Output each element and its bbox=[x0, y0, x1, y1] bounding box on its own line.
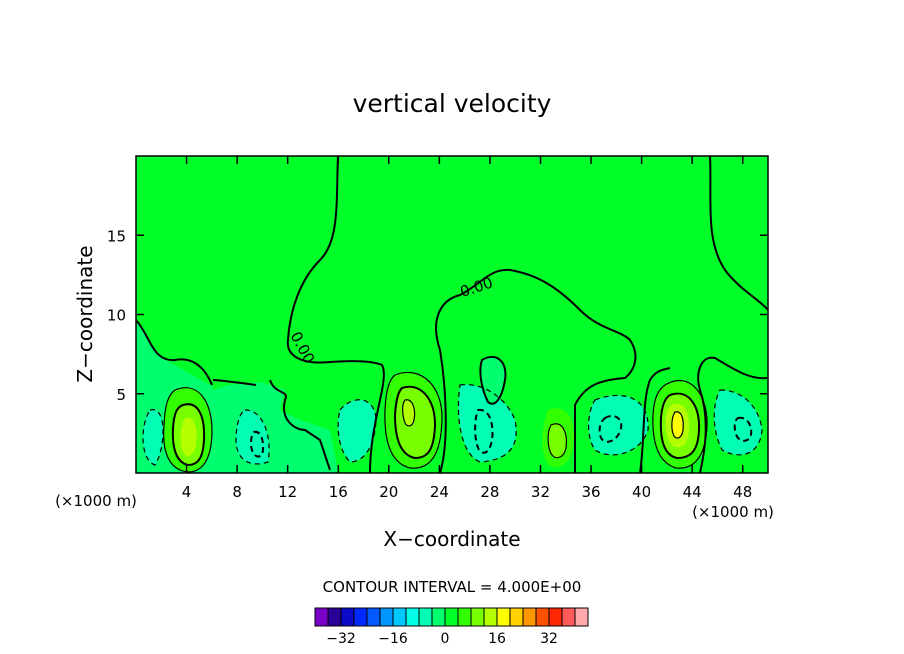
x-tick-label: 12 bbox=[278, 483, 297, 501]
colorbar-swatch bbox=[340, 607, 355, 627]
y-axis-label: Z−coordinate bbox=[73, 245, 97, 382]
updraft-1-contour-outer bbox=[163, 387, 213, 473]
x-tick-label: 32 bbox=[531, 483, 550, 501]
zero-contour-middle bbox=[435, 268, 637, 473]
y-tick-label: 5 bbox=[116, 386, 126, 404]
zero-contour-left bbox=[136, 319, 331, 471]
zero-contour-upper bbox=[286, 156, 385, 473]
chart-title: vertical velocity bbox=[353, 89, 552, 118]
colorbar-labels: −32 −16 0 16 32 bbox=[326, 631, 558, 647]
updraft-1-core bbox=[180, 417, 197, 457]
colorbar-swatch bbox=[535, 607, 550, 627]
colorbar-swatch bbox=[314, 607, 329, 627]
x-unit-label-right: (×1000 m) bbox=[692, 503, 774, 521]
downdraft-region-7 bbox=[480, 356, 506, 404]
updraft-4-core bbox=[548, 423, 567, 458]
colorbar-swatch bbox=[483, 607, 498, 627]
downdraft-region-6 bbox=[338, 399, 376, 462]
downdraft-5-core-contour bbox=[733, 416, 753, 442]
colorbar-swatch bbox=[366, 607, 381, 627]
y-tick-label: 10 bbox=[107, 307, 126, 325]
colorbar-swatch bbox=[522, 607, 537, 627]
downdraft-1-contour bbox=[142, 409, 164, 466]
zero-contour-right-lower bbox=[639, 367, 671, 473]
colorbar-swatch bbox=[509, 607, 524, 627]
colorbar-tick-label: −32 bbox=[326, 631, 356, 647]
colorbar-swatch bbox=[496, 607, 511, 627]
x-tick-label: 44 bbox=[683, 483, 702, 501]
updraft-3-contour-core bbox=[671, 411, 684, 439]
colorbar-swatch bbox=[444, 607, 459, 627]
colorbar-swatch bbox=[574, 607, 589, 627]
colorbar-swatch bbox=[418, 607, 433, 627]
contour-interval-text: CONTOUR INTERVAL = 4.000E+00 bbox=[323, 578, 582, 596]
colorbar-swatch bbox=[431, 607, 446, 627]
x-tick-label: 8 bbox=[232, 483, 242, 501]
x-unit-label-left: (×1000 m) bbox=[55, 492, 137, 510]
colorbar bbox=[314, 607, 589, 627]
x-tick-label: 16 bbox=[329, 483, 348, 501]
updraft-2-core bbox=[402, 399, 415, 426]
downdraft-region-3 bbox=[458, 384, 517, 462]
colorbar-tick-label: 32 bbox=[540, 631, 558, 647]
y-tick-label: 15 bbox=[107, 227, 126, 245]
downdraft-4-contour bbox=[588, 394, 649, 456]
updraft-3-contour-outer bbox=[652, 379, 708, 469]
colorbar-swatch bbox=[392, 607, 407, 627]
x-tick-label: 28 bbox=[480, 483, 499, 501]
updraft-2-contour-core bbox=[402, 399, 416, 427]
downdraft-region-1 bbox=[143, 409, 164, 465]
colorbar-tick-label: −16 bbox=[378, 631, 408, 647]
x-tick-label: 20 bbox=[379, 483, 398, 501]
downdraft-4-core-contour bbox=[598, 414, 623, 443]
x-tick-label: 4 bbox=[182, 483, 192, 501]
x-tick-label: 40 bbox=[632, 483, 651, 501]
colorbar-tick-label: 16 bbox=[488, 631, 506, 647]
colorbar-swatch bbox=[379, 607, 394, 627]
updraft-2-contour-outer bbox=[384, 371, 443, 469]
colorbar-swatch bbox=[470, 607, 485, 627]
colorbar-swatch bbox=[561, 607, 576, 627]
x-axis-label: X−coordinate bbox=[383, 527, 520, 551]
small-cell-contour bbox=[479, 355, 507, 405]
downdraft-3-contour bbox=[457, 383, 517, 463]
contour-field bbox=[136, 156, 768, 473]
x-axis-ticks: 4 8 12 16 20 24 28 32 36 40 44 48 bbox=[182, 156, 752, 501]
x-tick-label: 36 bbox=[581, 483, 600, 501]
x-tick-label: 24 bbox=[430, 483, 449, 501]
downdraft-5-contour bbox=[713, 389, 763, 456]
updraft-3-contour-mid bbox=[659, 392, 701, 460]
colorbar-swatch bbox=[353, 607, 368, 627]
downdraft-2-core-contour bbox=[249, 430, 265, 458]
colorbar-tick-label: 0 bbox=[441, 631, 450, 647]
colorbar-swatch bbox=[457, 607, 472, 627]
updraft-1-contour-mid bbox=[171, 403, 206, 467]
downdraft-region-5 bbox=[714, 390, 762, 455]
updraft-3-core bbox=[671, 411, 684, 438]
y-axis-ticks: 5 10 15 bbox=[107, 227, 768, 404]
colorbar-swatch bbox=[548, 607, 563, 627]
x-tick-label: 48 bbox=[733, 483, 752, 501]
colorbar-swatch bbox=[327, 607, 342, 627]
updraft-2-contour-mid bbox=[393, 385, 437, 460]
colorbar-swatch bbox=[405, 607, 420, 627]
downdraft-2-contour bbox=[235, 409, 270, 465]
updraft-4-contour bbox=[547, 423, 567, 459]
downdraft-3-core-contour bbox=[474, 408, 494, 454]
